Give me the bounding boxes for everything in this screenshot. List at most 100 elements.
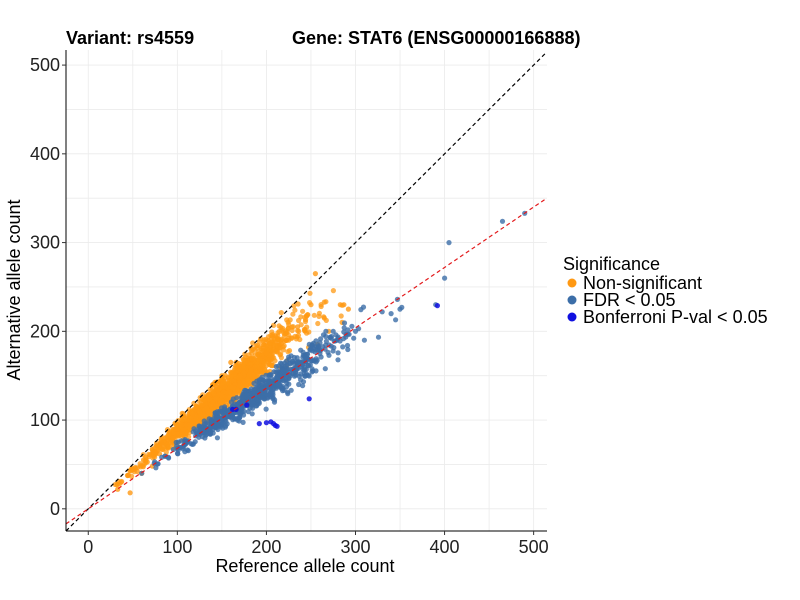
data-point bbox=[212, 412, 218, 419]
data-point bbox=[268, 362, 274, 368]
data-point bbox=[273, 369, 279, 375]
data-point bbox=[393, 317, 399, 323]
data-point bbox=[442, 275, 448, 281]
data-point bbox=[321, 299, 327, 305]
data-point bbox=[306, 396, 312, 402]
data-point bbox=[253, 385, 259, 391]
data-point bbox=[194, 430, 200, 436]
data-point bbox=[499, 218, 506, 224]
data-point bbox=[204, 431, 210, 437]
data-point bbox=[286, 348, 293, 354]
data-point bbox=[201, 421, 207, 428]
grid-layer bbox=[66, 50, 547, 531]
data-point bbox=[331, 338, 337, 344]
data-point bbox=[250, 346, 256, 352]
data-point bbox=[340, 336, 347, 342]
data-point bbox=[285, 391, 291, 397]
data-point bbox=[241, 357, 247, 363]
data-point bbox=[302, 318, 309, 325]
data-point bbox=[352, 328, 359, 334]
data-point bbox=[205, 392, 212, 398]
data-point bbox=[202, 435, 208, 441]
data-point bbox=[315, 320, 321, 327]
data-point bbox=[345, 346, 351, 353]
data-point bbox=[219, 393, 225, 399]
data-point bbox=[260, 358, 266, 364]
chart-title-variant: Variant: rs4559 bbox=[66, 28, 194, 48]
data-point bbox=[308, 346, 314, 352]
data-point bbox=[236, 400, 242, 406]
legend-label: FDR < 0.05 bbox=[583, 290, 676, 310]
data-point bbox=[175, 418, 181, 424]
data-point bbox=[292, 307, 298, 313]
data-point bbox=[330, 328, 336, 334]
data-point bbox=[281, 378, 287, 384]
data-point bbox=[212, 424, 218, 430]
legend-label: Non-significant bbox=[583, 273, 702, 293]
data-point bbox=[315, 342, 321, 348]
fit-reference-line bbox=[65, 197, 548, 525]
data-point bbox=[166, 431, 172, 437]
data-point bbox=[170, 446, 176, 453]
data-point bbox=[300, 308, 306, 314]
data-point bbox=[240, 419, 246, 425]
data-point bbox=[196, 408, 202, 414]
data-point bbox=[114, 482, 120, 488]
data-point bbox=[214, 435, 220, 441]
data-point bbox=[223, 419, 229, 425]
x-tick-label: 200 bbox=[251, 537, 281, 557]
data-point bbox=[179, 422, 185, 428]
data-point bbox=[323, 338, 329, 344]
data-point bbox=[278, 310, 284, 316]
data-point bbox=[181, 414, 187, 420]
data-point bbox=[219, 409, 225, 415]
data-point bbox=[300, 349, 306, 355]
x-axis-title: Reference allele count bbox=[215, 556, 394, 576]
data-point bbox=[351, 335, 357, 341]
data-point bbox=[262, 367, 268, 373]
data-point bbox=[170, 435, 176, 441]
data-point bbox=[283, 384, 290, 390]
data-point bbox=[302, 327, 308, 334]
data-point bbox=[210, 399, 216, 405]
data-point bbox=[158, 440, 164, 446]
data-point bbox=[260, 395, 266, 401]
data-point bbox=[218, 382, 225, 388]
data-point bbox=[245, 409, 251, 415]
data-point bbox=[205, 409, 211, 415]
data-point bbox=[175, 451, 181, 457]
data-point bbox=[280, 325, 286, 332]
data-point bbox=[288, 366, 294, 372]
data-point bbox=[340, 344, 346, 350]
data-point bbox=[242, 383, 248, 389]
data-point bbox=[263, 420, 269, 426]
data-point bbox=[251, 380, 257, 386]
data-point bbox=[344, 342, 351, 349]
data-point bbox=[249, 350, 255, 356]
data-point bbox=[173, 439, 179, 445]
y-tick-label: 200 bbox=[30, 321, 60, 341]
data-point bbox=[153, 465, 159, 471]
data-point bbox=[335, 350, 341, 356]
data-point bbox=[271, 322, 277, 328]
data-point bbox=[259, 347, 265, 354]
data-point bbox=[225, 394, 231, 401]
data-points bbox=[112, 210, 528, 496]
data-point bbox=[250, 340, 256, 346]
data-point bbox=[338, 313, 344, 319]
data-point bbox=[237, 410, 243, 416]
data-point bbox=[323, 333, 329, 340]
data-point bbox=[173, 426, 179, 432]
data-point bbox=[311, 312, 317, 318]
data-point bbox=[249, 398, 256, 405]
x-tick-label: 400 bbox=[430, 537, 460, 557]
data-point bbox=[128, 466, 135, 472]
data-point bbox=[213, 403, 219, 409]
data-point bbox=[293, 369, 299, 375]
data-point bbox=[279, 336, 285, 342]
data-point bbox=[237, 366, 243, 372]
data-point bbox=[140, 457, 147, 463]
data-point bbox=[189, 411, 196, 417]
data-point bbox=[161, 435, 167, 441]
data-point bbox=[127, 490, 133, 496]
